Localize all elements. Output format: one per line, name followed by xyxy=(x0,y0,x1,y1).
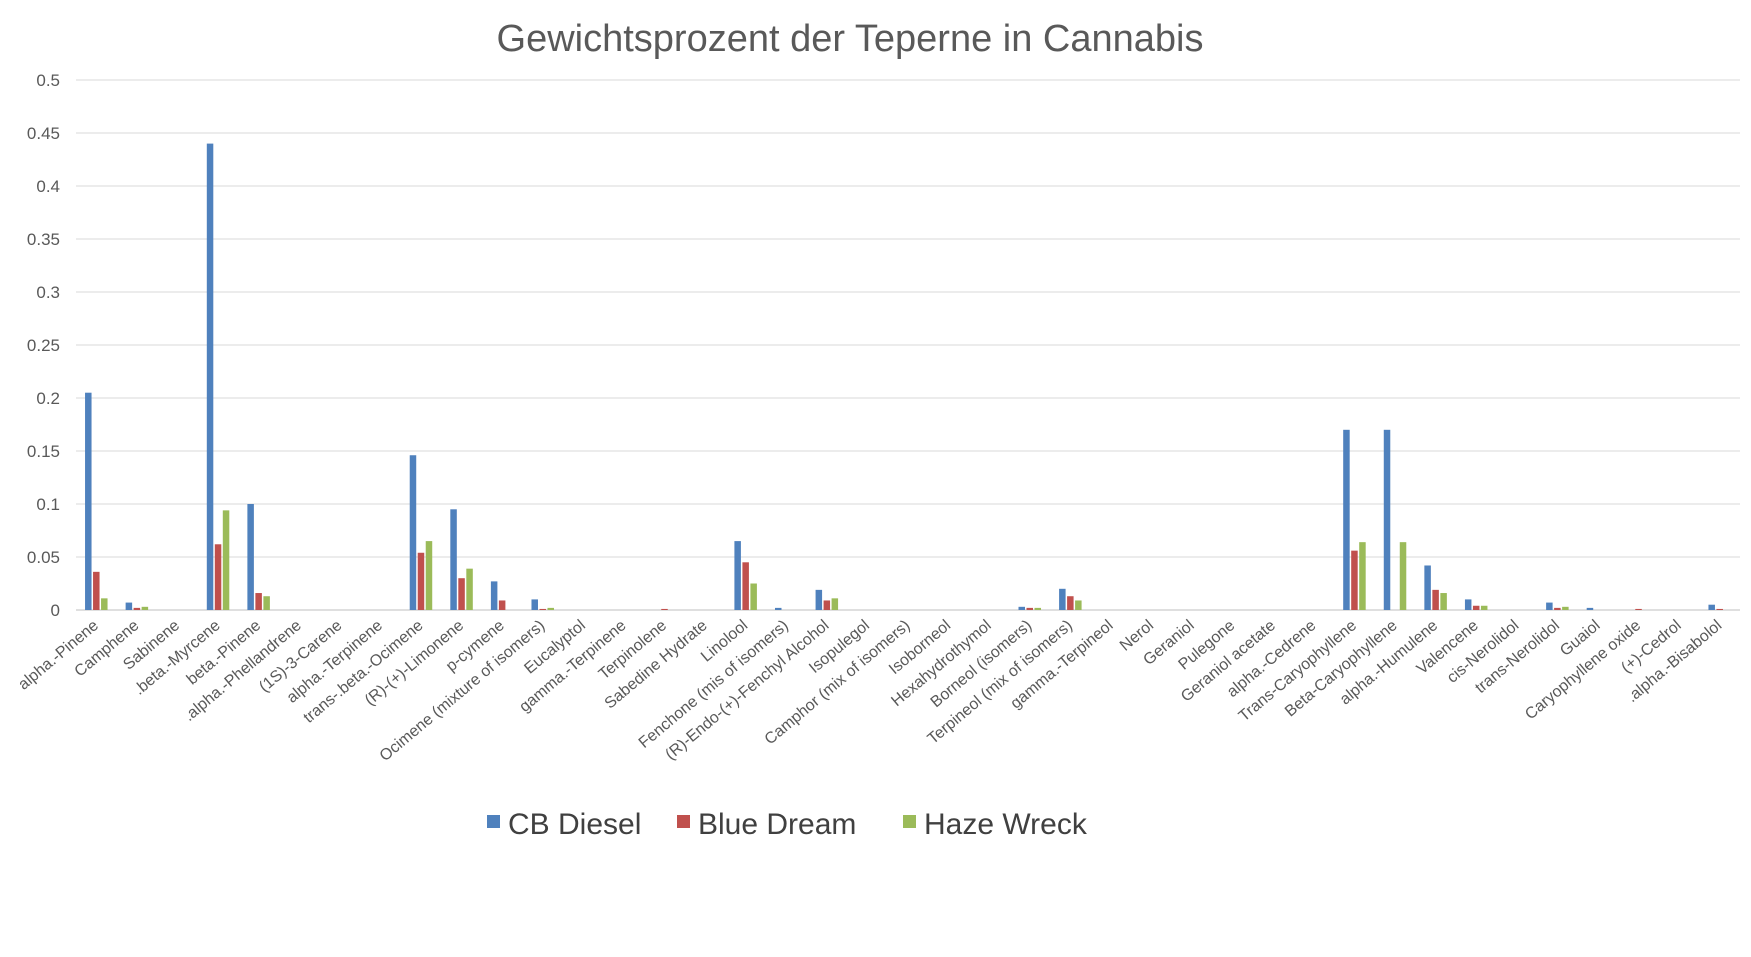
bar xyxy=(547,607,554,610)
bar xyxy=(214,544,222,610)
bar xyxy=(1026,607,1034,610)
bar xyxy=(1432,589,1439,610)
bar xyxy=(1440,593,1447,610)
bar xyxy=(458,578,465,610)
bar xyxy=(1399,542,1407,610)
legend-label: Haze Wreck xyxy=(924,808,1088,841)
bar xyxy=(815,589,823,610)
bar xyxy=(409,455,417,610)
y-tick-label: 0.25 xyxy=(27,336,60,355)
y-axis-ticks: 0 0.05 0.1 0.15 0.2 0.25 0.3 0.35 0.4 0.45 0.5 xyxy=(27,71,60,620)
bar xyxy=(206,143,214,610)
legend-swatch xyxy=(677,815,690,828)
bar xyxy=(1546,602,1553,610)
y-tick-label: 0.35 xyxy=(27,230,60,249)
bar xyxy=(831,598,839,610)
bar xyxy=(490,581,498,610)
legend-swatch xyxy=(903,815,916,828)
bar xyxy=(1034,607,1042,610)
y-tick-label: 0 xyxy=(51,601,60,620)
legend-swatch xyxy=(487,815,500,828)
bar xyxy=(425,541,433,610)
bar xyxy=(1586,607,1594,610)
bar xyxy=(1359,542,1366,610)
bar xyxy=(498,600,506,610)
bar xyxy=(101,598,108,610)
y-tick-label: 0.5 xyxy=(36,71,60,90)
y-tick-label: 0.45 xyxy=(27,124,60,143)
bar xyxy=(1059,588,1066,610)
bar xyxy=(539,608,546,610)
y-tick-label: 0.1 xyxy=(36,495,60,514)
bar xyxy=(1562,606,1569,610)
y-tick-label: 0.3 xyxy=(36,283,60,302)
bar xyxy=(1554,607,1561,610)
bar xyxy=(417,552,425,610)
bar xyxy=(466,568,473,610)
bar xyxy=(1464,599,1472,610)
y-tick-label: 0.2 xyxy=(36,389,60,408)
y-tick-label: 0.05 xyxy=(27,548,60,567)
bar xyxy=(1480,605,1488,610)
bar xyxy=(1708,604,1715,610)
bar xyxy=(450,509,457,610)
bar xyxy=(1424,565,1431,610)
bars xyxy=(85,143,1723,610)
bar xyxy=(1351,550,1358,610)
bar xyxy=(750,583,757,610)
bar xyxy=(263,596,270,610)
bar xyxy=(255,593,262,610)
legend: CB Diesel Blue Dream Haze Wreck xyxy=(487,808,1088,841)
legend-label: Blue Dream xyxy=(698,808,856,841)
bar xyxy=(734,541,741,610)
bar xyxy=(125,602,133,610)
bar xyxy=(531,599,538,610)
bar xyxy=(742,562,749,610)
bar xyxy=(222,510,230,610)
bar xyxy=(85,392,92,610)
bar xyxy=(1343,429,1350,610)
y-tick-label: 0.4 xyxy=(36,177,60,196)
bar xyxy=(141,606,149,610)
bar xyxy=(1383,429,1391,610)
bar xyxy=(1075,600,1082,610)
y-tick-label: 0.15 xyxy=(27,442,60,461)
bar xyxy=(93,571,100,610)
bar xyxy=(661,608,668,610)
x-axis-ticks: alpha.-PineneCampheneSabinene.beta.-Myrc… xyxy=(15,617,1725,765)
bar xyxy=(1067,596,1074,610)
bar xyxy=(247,504,254,610)
bar xyxy=(1472,605,1480,610)
bar xyxy=(1635,608,1642,610)
bar xyxy=(823,600,831,610)
grid-lines xyxy=(76,79,1740,611)
legend-label: CB Diesel xyxy=(508,808,641,841)
bar xyxy=(1018,606,1026,610)
bar xyxy=(774,607,782,610)
bar xyxy=(133,607,141,610)
bar xyxy=(1716,608,1723,610)
chart-title: Gewichtsprozent der Teperne in Cannabis xyxy=(496,18,1204,60)
